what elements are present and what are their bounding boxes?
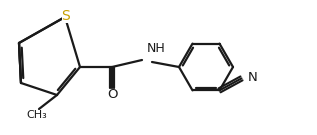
Text: NH: NH xyxy=(147,42,166,55)
Text: CH₃: CH₃ xyxy=(27,110,47,120)
Text: S: S xyxy=(61,9,70,23)
Text: O: O xyxy=(107,89,117,102)
Text: N: N xyxy=(248,71,257,84)
